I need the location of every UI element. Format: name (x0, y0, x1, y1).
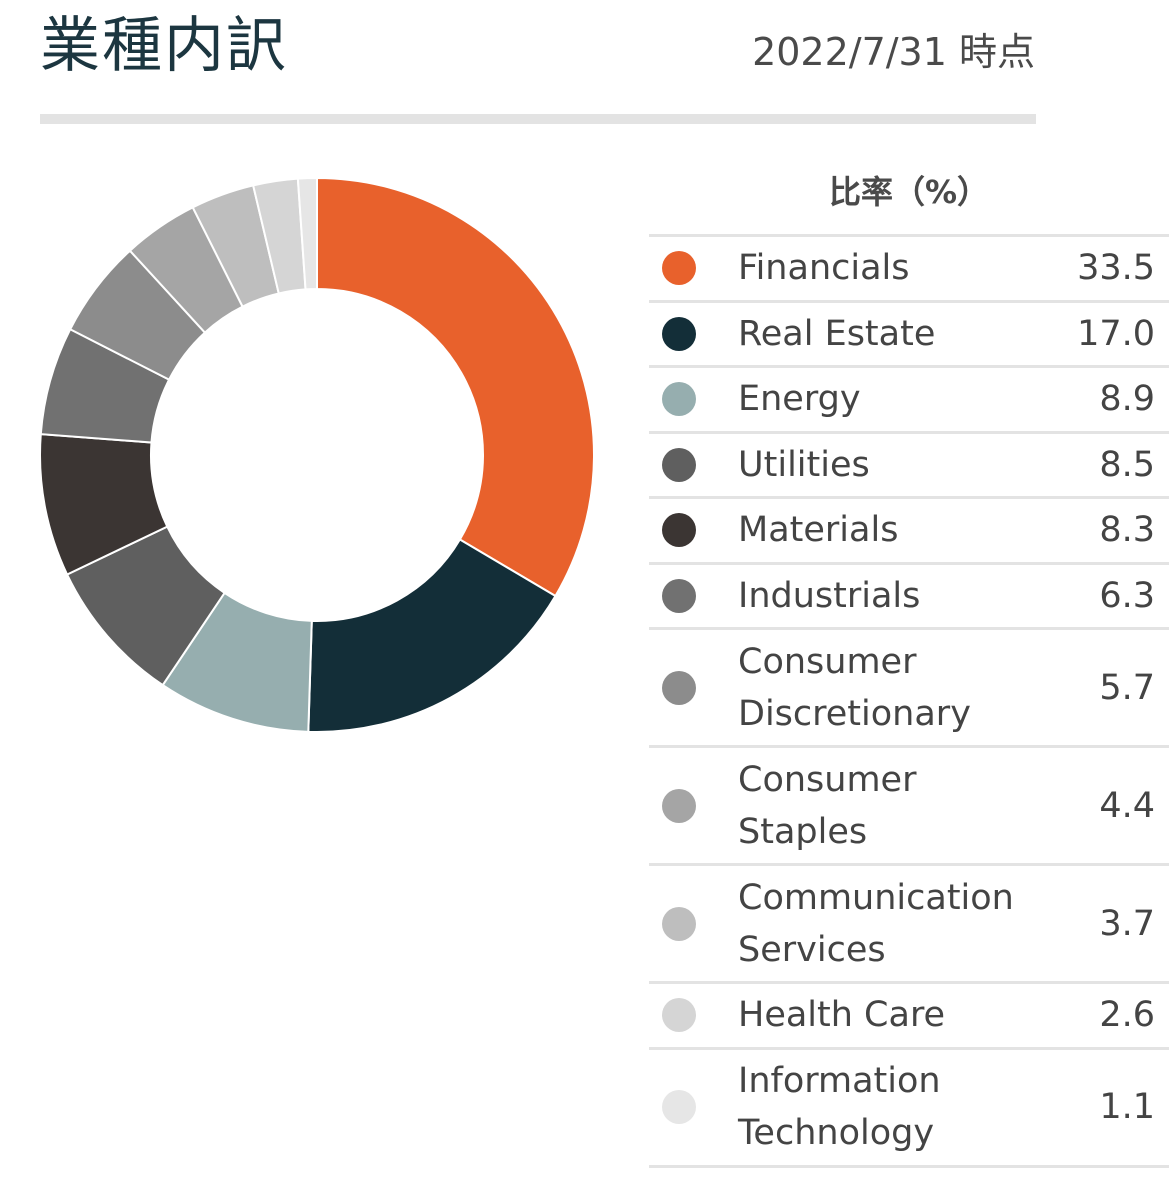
sector-value: 33.5 (1077, 248, 1155, 289)
sector-row: Consumer Discretionary 5.7 (649, 630, 1169, 748)
sector-label: Consumer Staples (738, 759, 917, 852)
sector-label: Financials (738, 248, 910, 289)
donut-slice (296, 176, 318, 291)
sector-row: Information Technology 1.1 (649, 1050, 1169, 1168)
sector-label: Consumer Discretionary (738, 641, 971, 734)
page-title: 業種内訳 (40, 11, 288, 81)
sector-row: Consumer Staples 4.4 (649, 748, 1169, 866)
sector-value: 8.9 (1099, 379, 1155, 420)
sector-value: 8.5 (1099, 444, 1155, 485)
sector-value: 17.0 (1077, 313, 1155, 354)
sector-label: Materials (738, 510, 899, 551)
ratio-column-header: 比率（%） (649, 160, 1169, 237)
sector-value: 1.1 (1099, 1087, 1155, 1127)
sector-row: Communication Services 3.7 (649, 866, 1169, 984)
header-divider (40, 114, 1036, 124)
donut-slice (307, 538, 557, 733)
sector-donut-chart (39, 176, 595, 733)
legend-dot-icon (662, 788, 696, 823)
sector-table: 比率（%） Financials 33.5 Real Estate 17.0 Energ… (649, 160, 1169, 1168)
sector-label: Health Care (738, 995, 946, 1036)
as-of-date: 2022/7/31 時点 (752, 30, 1035, 74)
sector-row: Materials 8.3 (649, 499, 1169, 565)
legend-dot-icon (662, 382, 696, 417)
sector-row: Financials 33.5 (649, 237, 1169, 303)
sector-value: 8.3 (1099, 510, 1155, 551)
sector-value: 4.4 (1099, 785, 1155, 826)
sector-value: 2.6 (1099, 995, 1155, 1036)
sector-value: 5.7 (1099, 667, 1155, 708)
legend-dot-icon (662, 998, 696, 1033)
legend-dot-icon (662, 447, 696, 482)
donut-slice (316, 176, 595, 598)
sector-label: Communication Services (738, 877, 1014, 970)
sector-row: Industrials 6.3 (649, 565, 1169, 630)
sector-label: Utilities (738, 444, 870, 485)
legend-dot-icon (662, 906, 696, 941)
sector-label: Information Technology (738, 1061, 941, 1153)
sector-row: Energy 8.9 (649, 368, 1169, 434)
sector-label: Real Estate (738, 313, 936, 354)
legend-dot-icon (662, 316, 696, 351)
legend-dot-icon (662, 670, 696, 705)
legend-dot-icon (662, 513, 696, 548)
sector-rows: Financials 33.5 Real Estate 17.0 Energy 8.9 Ut… (649, 237, 1169, 1168)
legend-dot-icon (662, 251, 696, 286)
legend-dot-icon (662, 578, 696, 613)
sector-label: Industrials (738, 575, 921, 616)
sector-value: 6.3 (1099, 575, 1155, 616)
sector-label: Energy (738, 379, 861, 420)
sector-row: Health Care 2.6 (649, 984, 1169, 1050)
sector-row: Utilities 8.5 (649, 434, 1169, 499)
legend-dot-icon (662, 1090, 696, 1124)
sector-value: 3.7 (1099, 903, 1155, 944)
sector-row: Real Estate 17.0 (649, 303, 1169, 368)
